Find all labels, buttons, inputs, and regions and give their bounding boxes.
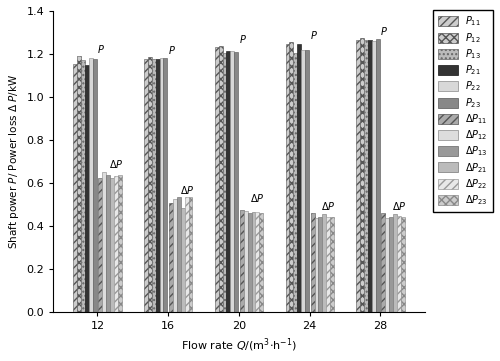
Bar [152, 59, 156, 312]
Y-axis label: Shaft power $P$/ Power loss $\Delta$ $P$/kW: Shaft power $P$/ Power loss $\Delta$ $P$… [7, 74, 21, 249]
Bar [330, 217, 334, 312]
Bar [177, 197, 181, 312]
Bar [110, 178, 114, 312]
Text: $\Delta P$: $\Delta P$ [109, 158, 124, 170]
Bar [297, 44, 301, 312]
Bar [74, 64, 77, 312]
Bar [301, 49, 305, 312]
X-axis label: Flow rate $Q$/(m$^3$$\cdot$h$^{-1}$): Flow rate $Q$/(m$^3$$\cdot$h$^{-1}$) [181, 336, 297, 354]
Bar [305, 49, 309, 312]
Text: $\Delta P$: $\Delta P$ [180, 184, 194, 196]
Text: $P$: $P$ [310, 29, 318, 41]
Bar [218, 47, 222, 312]
Bar [188, 197, 192, 312]
Bar [318, 217, 322, 312]
Bar [252, 212, 256, 312]
Bar [184, 197, 188, 312]
Text: $P$: $P$ [239, 33, 247, 45]
Bar [248, 213, 252, 312]
Bar [156, 59, 160, 312]
Text: $\Delta P$: $\Delta P$ [321, 200, 336, 212]
Bar [173, 199, 177, 312]
Bar [106, 175, 110, 312]
Text: $P$: $P$ [380, 25, 388, 37]
Bar [240, 210, 244, 312]
Text: $\Delta P$: $\Delta P$ [250, 192, 265, 204]
Bar [372, 41, 376, 312]
Bar [89, 58, 92, 312]
Bar [234, 52, 238, 312]
Bar [389, 217, 393, 312]
Bar [290, 42, 294, 312]
Bar [386, 218, 389, 312]
Bar [401, 217, 404, 312]
Bar [244, 211, 248, 312]
Bar [181, 208, 184, 312]
Bar [364, 40, 368, 312]
Bar [376, 39, 380, 312]
Bar [102, 172, 106, 312]
Bar [326, 217, 330, 312]
Bar [160, 58, 164, 312]
Bar [397, 216, 401, 312]
Bar [81, 60, 85, 312]
Bar [356, 40, 360, 312]
Bar [77, 56, 81, 312]
Bar [169, 203, 173, 312]
Bar [222, 53, 226, 312]
Text: $P$: $P$ [98, 43, 106, 55]
Bar [256, 212, 260, 312]
Bar [360, 38, 364, 312]
Bar [230, 51, 234, 312]
Bar [393, 214, 397, 312]
Text: $P$: $P$ [168, 44, 176, 56]
Legend: $P_{11}$, $P_{12}$, $P_{13}$, $P_{21}$, $P_{22}$, $P_{23}$, $\Delta P_{11}$, $\D: $P_{11}$, $P_{12}$, $P_{13}$, $P_{21}$, … [434, 10, 493, 212]
Bar [92, 59, 96, 312]
Bar [98, 178, 102, 312]
Bar [260, 213, 263, 312]
Bar [368, 40, 372, 312]
Bar [164, 58, 168, 312]
Bar [114, 177, 118, 312]
Bar [286, 44, 290, 312]
Bar [85, 65, 89, 312]
Bar [226, 51, 230, 312]
Bar [118, 175, 122, 312]
Bar [148, 57, 152, 312]
Bar [310, 213, 314, 312]
Bar [322, 214, 326, 312]
Text: $\Delta P$: $\Delta P$ [392, 200, 406, 212]
Bar [382, 213, 386, 312]
Bar [215, 48, 218, 312]
Bar [294, 53, 297, 312]
Bar [314, 218, 318, 312]
Bar [144, 59, 148, 312]
